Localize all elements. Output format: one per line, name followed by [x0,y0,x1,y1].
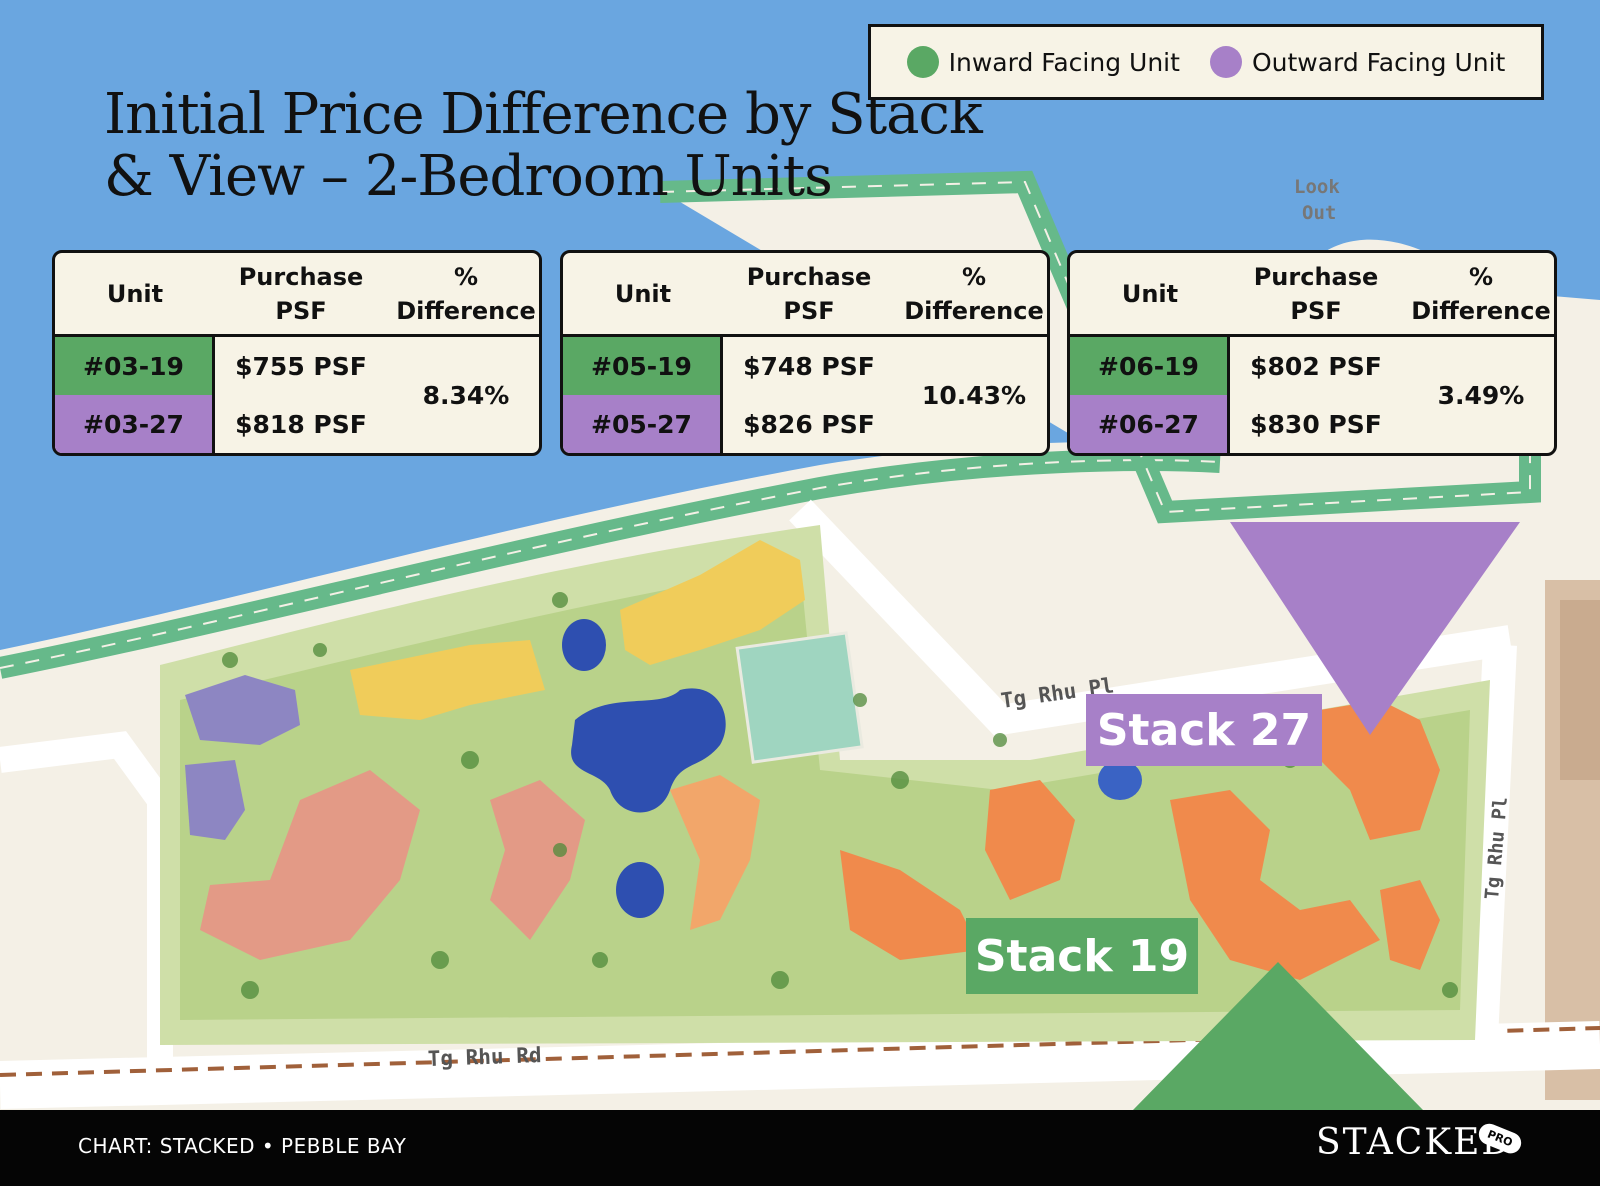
legend-item-outward: Outward Facing Unit [1209,46,1506,78]
header-unit: Unit [1121,279,1179,308]
brand-logo: STACKED [1316,1122,1513,1163]
inward-unit: #06-19 [1070,337,1230,395]
stack-27-pointer [1230,522,1520,735]
header-psf: Purchase PSF [746,262,872,325]
road-lower-label: Tg Rhu Rd [427,1043,542,1071]
building-orange-1 [670,775,760,930]
footer: CHART: STACKED • PEBBLE BAY STACKED PRO [0,1110,1600,1186]
table-header: Unit Purchase PSF % Difference [1070,253,1554,337]
childrens-pool [562,619,606,671]
building-orange-2 [840,850,980,960]
price-difference: 3.49% [1437,380,1525,410]
outward-unit: #06-27 [1070,395,1230,453]
legend-dot-inward [906,46,939,78]
stack-19-label: Stack 19 [966,918,1198,994]
header-psf: Purchase PSF [1253,262,1379,325]
swimming-pool [571,688,726,813]
building-purple-1 [185,675,300,745]
inward-psf: $748 PSF [743,351,875,381]
inward-psf: $802 PSF [1250,351,1382,381]
inward-psf: $755 PSF [235,351,367,381]
building-orange-6 [1380,880,1440,970]
outward-psf: $818 PSF [235,409,367,439]
inward-unit: #05-19 [563,337,723,395]
page-title: Initial Price Difference by Stack & View… [104,82,983,209]
outward-psf: $826 PSF [743,409,875,439]
building-purple-2 [185,760,245,840]
price-difference: 10.43% [921,380,1027,410]
building-yellow-1 [350,640,545,720]
footer-credit: CHART: STACKED • PEBBLE BAY [78,1134,407,1158]
building-pink-2 [490,780,585,940]
building-yellow-2 [620,540,805,665]
building-orange-4 [1170,790,1380,980]
header-unit: Unit [614,279,672,308]
legend-label-outward: Outward Facing Unit [1251,47,1506,77]
price-table-floor-06: Unit Purchase PSF % Difference #06-19 $8… [1067,250,1557,456]
header-pct: % Difference [1411,262,1551,325]
outward-unit: #03-27 [55,395,215,453]
stack-27-label: Stack 27 [1086,694,1322,766]
price-difference: 8.34% [422,380,510,410]
legend-item-inward: Inward Facing Unit [906,46,1180,78]
outward-unit: #05-27 [563,395,723,453]
building-orange-3 [985,780,1075,900]
road-right [1463,644,1517,1061]
outward-psf: $830 PSF [1250,409,1382,439]
header-unit: Unit [106,279,164,308]
upper-pool [616,862,664,918]
header-psf: Purchase PSF [238,262,364,325]
header-pct: % Difference [904,262,1044,325]
stack-19-pointer [1133,962,1423,1110]
inward-unit: #03-19 [55,337,215,395]
lookout-label-line1: Look [1294,176,1340,198]
lookout-label-line2: Out [1302,202,1336,224]
building-orange-5 [1320,700,1440,840]
tennis-court [735,631,864,764]
price-table-floor-03: Unit Purchase PSF % Difference #03-19 $7… [52,250,542,456]
table-header: Unit Purchase PSF % Difference [55,253,539,337]
price-table-floor-05: Unit Purchase PSF % Difference #05-19 $7… [560,250,1050,456]
legend-dot-outward [1209,46,1242,78]
legend-label-inward: Inward Facing Unit [948,47,1180,77]
table-header: Unit Purchase PSF % Difference [563,253,1047,337]
legend: Inward Facing Unit Outward Facing Unit [868,24,1544,100]
header-pct: % Difference [396,262,536,325]
building-pink-1 [200,770,420,960]
